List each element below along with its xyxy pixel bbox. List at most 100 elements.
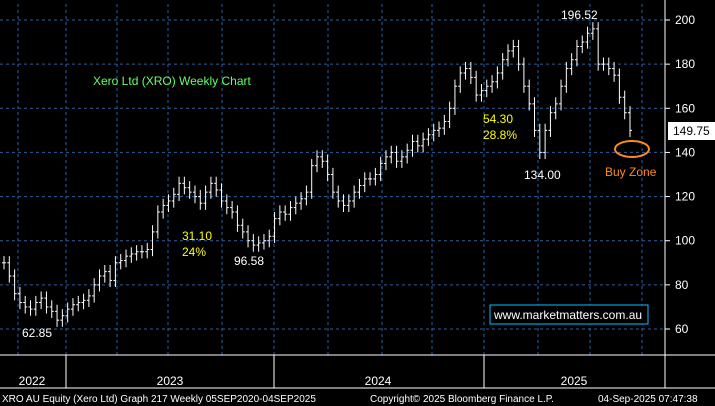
price-bar (490, 75, 495, 93)
y-tick-label: 160 (675, 101, 695, 115)
price-bar (44, 291, 49, 314)
price-bar (585, 26, 590, 49)
price-bar (315, 150, 319, 173)
price-bar (484, 79, 489, 98)
price-bar (283, 205, 288, 221)
y-tick-label: 60 (675, 322, 689, 336)
price-bar (468, 61, 473, 85)
x-tick-label: 2023 (157, 374, 184, 388)
price-bar (309, 159, 314, 199)
price-bar (203, 185, 208, 210)
price-bar (7, 256, 12, 283)
price-bar (341, 194, 346, 213)
price-bar (346, 194, 351, 213)
price-bar (394, 145, 399, 168)
annotation-low-2023: 96.58 (234, 254, 264, 268)
price-bar (134, 245, 139, 261)
price-bar (320, 150, 325, 168)
price-bar (574, 39, 579, 67)
x-tick-label: 2022 (19, 374, 46, 388)
price-bar (261, 234, 266, 250)
y-tick-label: 120 (675, 190, 695, 204)
price-bar (28, 300, 33, 316)
footer-bar (0, 390, 715, 406)
price-bar (129, 247, 134, 263)
price-bar (399, 150, 404, 168)
price-bar (272, 212, 277, 243)
price-bar (474, 70, 479, 102)
price-bar (81, 293, 86, 310)
price-bar (405, 143, 410, 164)
annotation-low-2025: 134.00 (524, 168, 561, 182)
price-bar (113, 256, 118, 288)
price-bar (325, 154, 330, 182)
price-bar (171, 187, 176, 208)
price-bar (368, 172, 373, 186)
price-bar (304, 185, 309, 206)
price-bar (378, 156, 383, 182)
price-bar (463, 61, 468, 80)
price-bar (118, 253, 123, 270)
price-bar (437, 121, 442, 137)
price-bar (421, 132, 426, 153)
last-price-value: 149.75 (673, 124, 710, 138)
price-bar (628, 106, 632, 137)
price-bar (521, 57, 526, 93)
price-bar (288, 200, 293, 221)
price-bar (97, 269, 102, 292)
buy-zone-circle (614, 140, 650, 158)
price-bar (415, 134, 420, 153)
price-bar (505, 44, 510, 67)
price-bar (352, 185, 357, 208)
price-bar (246, 225, 251, 248)
price-bar (336, 185, 341, 208)
price-bar (527, 79, 532, 111)
price-bar (511, 39, 516, 58)
price-bar (569, 53, 574, 76)
price-bar (161, 198, 166, 219)
price-bar (553, 97, 558, 120)
price-bar (240, 218, 245, 239)
price-bar (622, 90, 627, 120)
price-bar (139, 245, 144, 259)
price-bar (606, 57, 611, 76)
price-bar (543, 123, 548, 160)
watermark-box (489, 304, 649, 325)
price-bar (219, 183, 224, 208)
y-tick-label: 80 (675, 278, 689, 292)
annotation-high: 196.52 (561, 8, 598, 22)
price-bar (389, 145, 394, 164)
price-bar (330, 167, 335, 199)
price-bar (495, 66, 500, 89)
price-bar (182, 176, 187, 195)
price-bar (76, 295, 81, 312)
y-tick-label: 200 (675, 13, 695, 27)
y-axis: 60 80 100 120 140 160 180 200 (664, 0, 695, 388)
price-bar (277, 205, 282, 226)
price-bar (458, 66, 463, 93)
price-bar (145, 242, 150, 259)
price-bar (447, 101, 452, 129)
price-bar (124, 249, 129, 268)
price-bar (612, 61, 617, 82)
price-bar (70, 298, 75, 316)
price-bar (230, 200, 235, 219)
price-bar (12, 269, 17, 301)
price-bar (251, 234, 256, 252)
price-bar (86, 289, 91, 307)
footer-center: Copyright© 2025 Bloomberg Finance L.P. (370, 394, 554, 405)
price-bar (65, 302, 70, 323)
price-bar (108, 264, 113, 288)
price-bar (559, 79, 564, 111)
price-bar (357, 178, 362, 199)
price-bar (532, 97, 537, 137)
price-bar (150, 225, 155, 257)
price-bar (373, 167, 378, 186)
annotation-low-2022: 62.85 (22, 326, 52, 340)
price-bar (383, 150, 388, 171)
price-bar (102, 264, 107, 283)
annotation-rally-2023-points: 31.10 (182, 229, 212, 243)
price-bar (293, 196, 298, 215)
annotation-rally-points: 54.30 (483, 112, 513, 126)
